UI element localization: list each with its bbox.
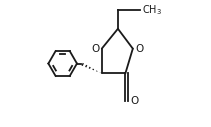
Text: CH$_3$: CH$_3$ [142, 3, 161, 17]
Text: O: O [135, 44, 143, 54]
Text: O: O [91, 44, 100, 54]
Text: O: O [130, 96, 139, 106]
